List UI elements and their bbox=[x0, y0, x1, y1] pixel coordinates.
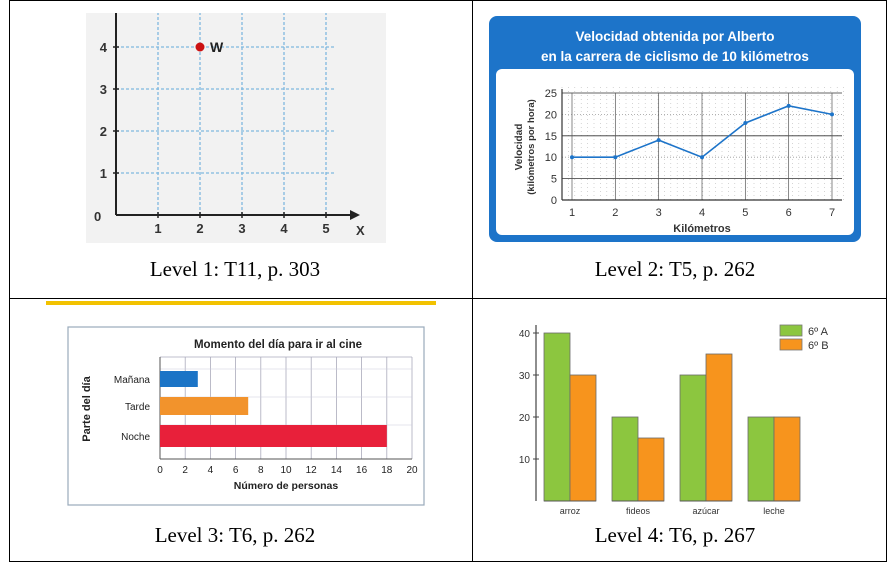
bar-noche bbox=[160, 425, 387, 447]
y-tick-label: 40 bbox=[519, 329, 531, 340]
grid-divider-horizontal bbox=[10, 298, 886, 299]
x-tick-label: 6 bbox=[233, 465, 239, 476]
plot-background bbox=[86, 13, 386, 243]
chart-frame bbox=[67, 326, 425, 506]
chart-cinema-bars: Momento del día para ir al cine 0 2 4 6 8 10 12… bbox=[46, 301, 436, 506]
data-point bbox=[700, 155, 704, 160]
y-tick-label: 5 bbox=[551, 174, 557, 186]
y-tick-label: 0 bbox=[551, 195, 557, 207]
x-axis-label: Kilómetros bbox=[673, 223, 730, 235]
x-tick-label: 4 bbox=[280, 221, 288, 236]
data-point bbox=[786, 103, 791, 108]
y-tick-label: 4 bbox=[100, 40, 108, 55]
bar-leche-1 bbox=[773, 416, 801, 502]
x-tick-label: 12 bbox=[306, 465, 318, 476]
y-tick-label: 30 bbox=[519, 371, 531, 382]
caption-level-3: Level 3: T6, p. 262 bbox=[154, 523, 316, 547]
x-tick-label: 10 bbox=[280, 465, 292, 476]
x-tick-label: 14 bbox=[331, 465, 343, 476]
bar-fideos-0 bbox=[611, 416, 639, 502]
x-tick-label: 3 bbox=[656, 207, 662, 219]
x-tick-label: 3 bbox=[238, 221, 245, 236]
chart-coordinate-plane: 12345123450XYW bbox=[86, 13, 386, 243]
x-tick-label: 6 bbox=[786, 207, 792, 219]
bar-tarde bbox=[160, 397, 249, 415]
y-tick-label: 20 bbox=[519, 413, 531, 424]
x-tick-label: 4 bbox=[699, 207, 705, 219]
category-label: Mañana bbox=[114, 375, 151, 386]
chart-title: Velocidad obtenida por Alberto bbox=[575, 29, 774, 44]
data-point bbox=[656, 138, 661, 143]
x-tick-label: 2 bbox=[612, 207, 618, 219]
y-tick-label: 3 bbox=[100, 82, 107, 97]
category-label: arroz bbox=[560, 506, 581, 516]
category-label: azúcar bbox=[692, 506, 719, 516]
x-tick-label: 5 bbox=[322, 221, 329, 236]
y-axis-label-units: (kilómetros por hora) bbox=[526, 99, 537, 195]
chart-speed-line: Velocidad obtenida por Alberto en la carr… bbox=[489, 16, 861, 242]
legend-swatch bbox=[779, 338, 803, 351]
y-tick-label: 15 bbox=[545, 131, 557, 143]
y-tick-label: 1 bbox=[100, 166, 107, 181]
chart-subtitle: en la carrera de ciclismo de 10 kilómetr… bbox=[541, 49, 809, 64]
category-label: Tarde bbox=[125, 402, 150, 413]
bar-azúcar-1 bbox=[705, 353, 733, 502]
x-tick-label: 8 bbox=[258, 465, 264, 476]
point-w bbox=[195, 42, 205, 52]
plot-panel bbox=[496, 69, 854, 235]
legend-label: 6º B bbox=[808, 340, 829, 352]
x-tick-label: 18 bbox=[381, 465, 393, 476]
data-point bbox=[570, 155, 574, 160]
x-tick-label: 5 bbox=[742, 207, 748, 219]
x-tick-label: 1 bbox=[154, 221, 161, 236]
x-tick-label: 7 bbox=[829, 207, 835, 219]
x-axis-label: Número de personas bbox=[234, 480, 339, 492]
x-axis-label: X bbox=[356, 223, 365, 238]
bar-mañana bbox=[160, 371, 198, 387]
figure-grid: 12345123450XYW Level 1: T11, p. 303 Velo… bbox=[9, 0, 887, 562]
x-tick-label: 2 bbox=[182, 465, 188, 476]
y-axis-label: Parte del día bbox=[81, 375, 93, 441]
y-axis-label: Velocidad bbox=[514, 124, 525, 171]
point-label: W bbox=[210, 39, 224, 55]
category-label: leche bbox=[763, 506, 785, 516]
bar-arroz-0 bbox=[543, 332, 571, 502]
data-point bbox=[613, 155, 618, 160]
x-axis-arrow bbox=[350, 210, 360, 220]
legend-swatch bbox=[779, 324, 803, 337]
category-label: Noche bbox=[121, 432, 150, 443]
bar-arroz-1 bbox=[569, 374, 597, 502]
top-ribbon bbox=[46, 301, 436, 305]
data-point bbox=[743, 120, 748, 125]
x-tick-label: 4 bbox=[208, 465, 214, 476]
chart-grouped-bars: 10 20 30 40 arroz fideos azúcar leche 6º A 6º B bbox=[519, 324, 829, 516]
bar-leche-0 bbox=[747, 416, 775, 502]
grid-divider-vertical bbox=[472, 1, 473, 561]
chart-title: Momento del día para ir al cine bbox=[194, 339, 362, 351]
y-tick-label: 20 bbox=[545, 109, 557, 121]
y-tick-label: 25 bbox=[545, 88, 557, 100]
origin-label: 0 bbox=[94, 209, 101, 224]
top-ribbon-gap bbox=[46, 305, 436, 311]
caption-level-1: Level 1: T11, p. 303 bbox=[149, 257, 321, 281]
category-label: fideos bbox=[626, 506, 651, 516]
data-point bbox=[830, 112, 834, 117]
caption-level-2: Level 2: T5, p. 262 bbox=[594, 257, 756, 281]
y-tick-label: 2 bbox=[100, 124, 107, 139]
x-tick-label: 1 bbox=[569, 207, 575, 219]
x-tick-label: 16 bbox=[356, 465, 368, 476]
y-tick-label: 10 bbox=[519, 455, 531, 466]
bar-azúcar-0 bbox=[679, 374, 707, 502]
legend-label: 6º A bbox=[808, 326, 829, 338]
x-tick-label: 0 bbox=[157, 465, 163, 476]
caption-level-4: Level 4: T6, p. 267 bbox=[594, 523, 756, 547]
y-tick-label: 10 bbox=[545, 152, 557, 164]
x-tick-label: 20 bbox=[406, 465, 418, 476]
x-tick-label: 2 bbox=[196, 221, 203, 236]
bar-fideos-1 bbox=[637, 437, 665, 502]
